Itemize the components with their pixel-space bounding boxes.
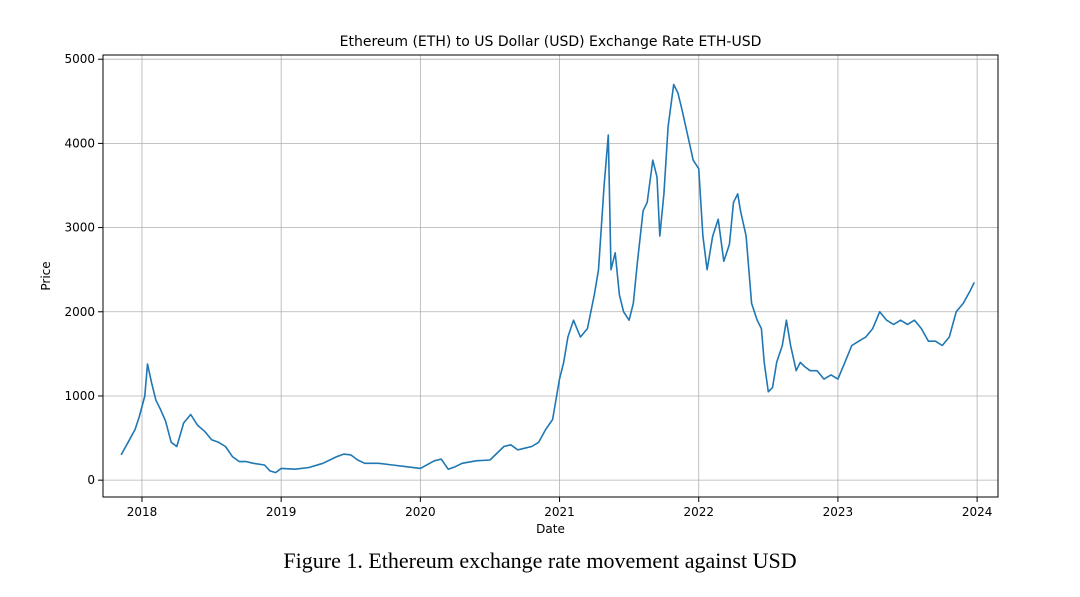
y-tick-label: 5000 xyxy=(64,52,95,66)
eth-usd-line-chart: 2018 2019 2020 2021 2022 2023 2024 0 1000 2000 30… xyxy=(39,34,999,536)
x-tick-label: 2021 xyxy=(544,505,575,519)
grid-lines xyxy=(103,55,998,497)
y-tick-label: 4000 xyxy=(64,136,95,150)
figure-caption: Figure 1. Ethereum exchange rate movemen… xyxy=(283,548,797,573)
y-axis: 0 1000 2000 3000 4000 5000 xyxy=(64,52,103,487)
x-tick-label: 2020 xyxy=(405,505,436,519)
x-axis-label: Date xyxy=(536,522,565,536)
y-axis-label: Price xyxy=(39,261,53,290)
eth-price-line xyxy=(120,83,976,474)
x-tick-label: 2023 xyxy=(823,505,854,519)
x-tick-label: 2022 xyxy=(683,505,714,519)
y-tick-label: 2000 xyxy=(64,305,95,319)
x-tick-label: 2019 xyxy=(266,505,297,519)
x-tick-label: 2018 xyxy=(127,505,158,519)
plot-frame xyxy=(102,54,999,498)
x-tick-label: 2024 xyxy=(962,505,993,519)
y-tick-label: 1000 xyxy=(64,389,95,403)
y-tick-label: 3000 xyxy=(64,221,95,235)
y-tick-label: 0 xyxy=(87,473,95,487)
chart-title: Ethereum (ETH) to US Dollar (USD) Exchan… xyxy=(340,34,762,50)
x-axis: 2018 2019 2020 2021 2022 2023 2024 xyxy=(127,497,993,519)
